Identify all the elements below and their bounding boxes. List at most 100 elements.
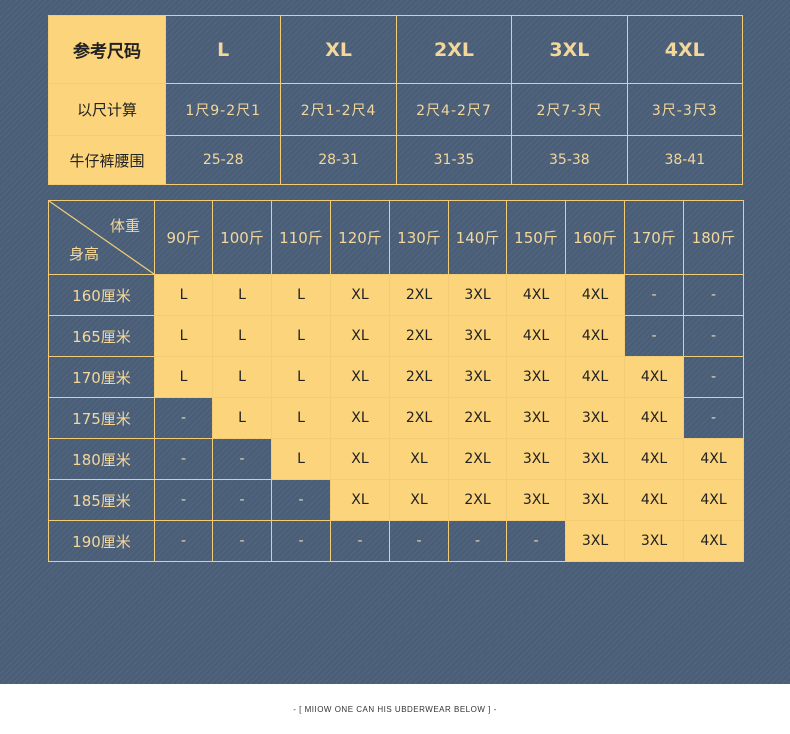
table-row: 185厘米 - - - XL XL 2XL 3XL 3XL 4XL 4XL [48,479,744,521]
size-chart-canvas: 参考尺码 L XL 2XL 3XL 4XL 以尺计算 1尺9-2尺1 2尺1-2… [0,0,790,684]
size-cell: 4XL [506,274,566,316]
size-cell: - [212,438,272,480]
footer-tagline: - [ MIIOW ONE CAN HIS UBDERWEAR BELOW ] … [0,684,790,734]
size-cell: L [212,315,272,357]
table-cell: 1尺9-2尺1 [164,83,282,136]
size-header: 2XL [395,15,513,84]
table-cell: 2尺7-3尺 [511,83,628,136]
reference-size-table: 参考尺码 L XL 2XL 3XL 4XL 以尺计算 1尺9-2尺1 2尺1-2… [48,15,744,185]
size-cell: 3XL [506,438,566,480]
weight-header: 170斤 [624,200,684,275]
size-cell: 2XL [448,397,507,439]
table-row: 175厘米 - L L XL 2XL 2XL 3XL 3XL 4XL - [48,397,744,439]
size-cell: 4XL [624,397,684,439]
reference-jeans-waist-row: 牛仔裤腰围 25-28 28-31 31-35 35-38 38-41 [48,135,744,185]
size-cell: 4XL [683,520,744,562]
corner-cell: 体重 身高 [48,200,155,275]
size-cell: 3XL [448,356,507,398]
size-cell: 2XL [448,438,507,480]
height-label: 175厘米 [48,397,155,439]
size-cell: L [271,274,331,316]
row-label: 牛仔裤腰围 [48,135,166,185]
size-cell: 3XL [565,438,625,480]
size-cell: 2XL [389,397,449,439]
height-label: 160厘米 [48,274,155,316]
size-cell: 4XL [506,315,566,357]
size-cell: 4XL [683,479,744,521]
size-cell: - [271,520,331,562]
table-row: 190厘米 - - - - - - -3XL 3XL 4XL [48,520,744,562]
size-cell: L [154,315,213,357]
size-cell: XL [389,479,449,521]
size-cell: - [683,356,744,398]
weight-header: 180斤 [683,200,744,275]
height-label: 180厘米 [48,438,155,480]
size-cell: L [212,274,272,316]
size-cell: - [506,520,566,562]
height-label: 165厘米 [48,315,155,357]
table-row: 165厘米 L L L XL 2XL 3XL 4XL 4XL - - [48,315,744,357]
size-cell: L [212,356,272,398]
size-header: XL [280,15,397,84]
size-cell: L [271,438,331,480]
size-cell: XL [330,438,390,480]
table-cell: 31-35 [395,135,513,185]
size-cell: - [389,520,449,562]
weight-header: 120斤 [330,200,390,275]
size-cell: L [212,397,272,439]
table-cell: 3尺-3尺3 [626,83,744,136]
size-cell: 3XL [448,315,507,357]
row-label: 以尺计算 [48,83,166,136]
reference-header-row: 参考尺码 L XL 2XL 3XL 4XL [48,15,744,84]
height-label: 170厘米 [48,356,155,398]
size-cell: - [624,274,684,316]
size-cell: 3XL [565,479,625,521]
size-cell: XL [389,438,449,480]
reference-title: 参考尺码 [48,15,166,84]
size-cell: 3XL [506,356,566,398]
weight-header-row: 体重 身高 90斤 100斤 110斤 120斤 130斤 140斤 150斤 160斤 170… [48,200,744,275]
weight-header: 90斤 [154,200,213,275]
reference-waist-chi-row: 以尺计算 1尺9-2尺1 2尺1-2尺4 2尺4-2尺7 2尺7-3尺 3尺-3… [48,83,744,136]
size-cell: - [154,479,213,521]
size-cell: - [683,274,744,316]
size-cell: - [624,315,684,357]
size-cell: 2XL [389,356,449,398]
size-cell: - [683,397,744,439]
size-cell: 4XL [624,438,684,480]
height-weight-size-table: 体重 身高 90斤 100斤 110斤 120斤 130斤 140斤 150斤 160斤 170… [48,200,744,562]
table-cell: 2尺1-2尺4 [280,83,397,136]
size-cell: 4XL [624,356,684,398]
height-axis-label: 身高 [69,245,100,263]
size-cell: 4XL [565,315,625,357]
weight-axis-label: 体重 [109,217,140,235]
height-label: 190厘米 [48,520,155,562]
weight-header: 150斤 [506,200,566,275]
size-cell: 3XL [506,397,566,439]
weight-header: 110斤 [271,200,331,275]
size-cell: XL [330,397,390,439]
size-cell: 2XL [389,315,449,357]
size-cell: L [271,397,331,439]
diagonal-divider [49,201,154,274]
height-label: 185厘米 [48,479,155,521]
size-cell: 2XL [389,274,449,316]
size-cell: L [154,356,213,398]
size-cell: - [154,438,213,480]
table-row: 160厘米 L L L XL 2XL 3XL 4XL 4XL - - [48,274,744,316]
size-cell: L [154,274,213,316]
size-header: 3XL [511,15,628,84]
size-cell: 3XL [506,479,566,521]
size-cell: 3XL [565,520,625,562]
weight-header: 160斤 [565,200,625,275]
size-cell: - [212,520,272,562]
size-cell: 4XL [565,274,625,316]
size-cell: 4XL [683,438,744,480]
size-cell: 3XL [565,397,625,439]
size-cell: XL [330,274,390,316]
size-cell: - [154,520,213,562]
table-cell: 35-38 [511,135,628,185]
size-cell: 4XL [624,479,684,521]
size-cell: L [271,315,331,357]
size-cell: - [448,520,507,562]
